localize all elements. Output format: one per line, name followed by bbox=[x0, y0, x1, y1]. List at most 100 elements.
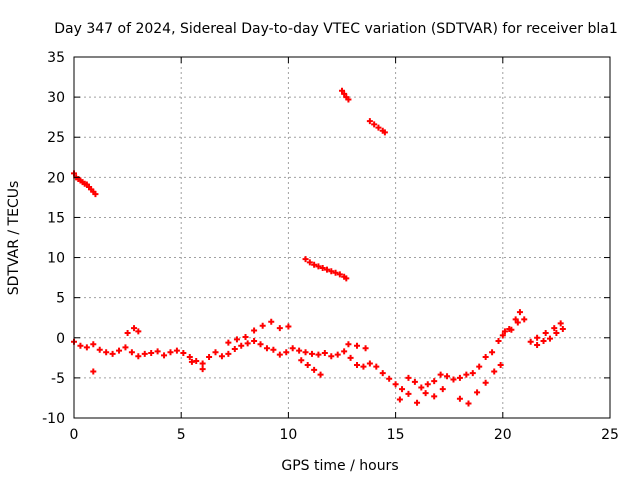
data-point bbox=[135, 328, 142, 335]
data-point bbox=[354, 362, 361, 369]
data-point bbox=[431, 378, 438, 385]
data-point bbox=[339, 87, 345, 94]
y-tick-label: -10 bbox=[42, 411, 65, 427]
data-point bbox=[497, 362, 504, 369]
data-point bbox=[534, 341, 541, 348]
data-point bbox=[103, 349, 110, 356]
series-seg-mid-10 bbox=[302, 256, 350, 282]
data-point bbox=[371, 121, 378, 128]
data-point bbox=[270, 346, 277, 353]
y-tick-label: -5 bbox=[51, 371, 65, 387]
data-point bbox=[289, 345, 296, 352]
data-point bbox=[439, 386, 446, 393]
data-point bbox=[392, 381, 399, 388]
x-tick-label: 25 bbox=[601, 427, 619, 443]
data-point bbox=[444, 373, 451, 380]
data-point bbox=[321, 350, 328, 357]
data-point bbox=[334, 351, 341, 358]
data-point bbox=[90, 341, 97, 348]
data-point bbox=[422, 390, 429, 397]
data-point bbox=[251, 327, 258, 334]
data-point bbox=[379, 370, 386, 377]
data-point bbox=[463, 371, 470, 378]
data-point bbox=[259, 322, 266, 329]
data-point bbox=[514, 319, 521, 326]
y-tick-label: 30 bbox=[47, 90, 65, 106]
data-point bbox=[315, 351, 322, 358]
data-point bbox=[360, 363, 367, 370]
y-tick-label: 25 bbox=[47, 130, 65, 146]
data-point bbox=[474, 389, 481, 396]
series-main-band bbox=[71, 316, 566, 393]
data-point bbox=[323, 266, 330, 273]
data-point bbox=[336, 271, 343, 278]
data-point bbox=[296, 347, 303, 354]
data-point bbox=[124, 329, 131, 336]
data-point bbox=[482, 354, 489, 361]
data-point bbox=[263, 345, 270, 352]
series-seg-early-high bbox=[71, 170, 99, 198]
data-point bbox=[540, 337, 547, 344]
data-point bbox=[135, 353, 142, 360]
data-point bbox=[218, 353, 225, 360]
data-point bbox=[418, 384, 425, 391]
x-axis-label: GPS time / hours bbox=[281, 458, 398, 474]
data-point bbox=[188, 358, 195, 365]
plot-frame bbox=[73, 56, 611, 419]
data-point bbox=[341, 348, 348, 355]
data-point bbox=[414, 399, 421, 406]
data-point bbox=[482, 379, 489, 386]
data-point bbox=[476, 363, 483, 370]
data-point bbox=[373, 363, 380, 370]
data-point bbox=[238, 342, 245, 349]
data-point bbox=[386, 375, 393, 382]
data-point bbox=[347, 354, 354, 361]
data-point bbox=[302, 349, 309, 356]
data-point bbox=[527, 338, 534, 345]
y-tick-label: 0 bbox=[56, 331, 65, 347]
data-point bbox=[431, 393, 438, 400]
data-point bbox=[90, 368, 97, 375]
data-point bbox=[268, 318, 275, 325]
data-point bbox=[116, 347, 123, 354]
x-tick-label: 20 bbox=[494, 427, 512, 443]
data-point bbox=[332, 269, 339, 276]
data-point bbox=[311, 261, 318, 268]
data-point bbox=[96, 346, 103, 353]
data-point bbox=[328, 353, 335, 360]
data-point bbox=[512, 316, 519, 323]
data-point bbox=[354, 342, 361, 349]
data-point bbox=[516, 309, 523, 316]
data-point bbox=[308, 350, 315, 357]
data-point bbox=[405, 390, 412, 397]
data-point bbox=[553, 329, 560, 336]
data-point bbox=[311, 366, 318, 373]
data-point bbox=[499, 332, 506, 339]
data-point bbox=[534, 334, 541, 341]
data-point bbox=[501, 328, 508, 335]
y-axis-label: SDTVAR / TECUs bbox=[6, 181, 22, 296]
y-tick-label: 10 bbox=[47, 251, 65, 267]
data-point bbox=[304, 362, 311, 369]
data-point bbox=[345, 96, 352, 103]
data-point bbox=[381, 129, 388, 136]
data-point bbox=[233, 336, 240, 343]
data-point bbox=[244, 340, 251, 347]
data-point bbox=[551, 325, 558, 332]
data-point bbox=[283, 349, 290, 356]
data-point bbox=[411, 378, 418, 385]
data-point bbox=[495, 337, 502, 344]
data-point bbox=[298, 357, 305, 364]
data-point bbox=[546, 335, 553, 342]
data-point bbox=[465, 400, 472, 407]
data-point bbox=[456, 395, 463, 402]
data-point bbox=[242, 333, 249, 340]
series-seg-high-26 bbox=[366, 118, 388, 136]
data-point bbox=[92, 191, 99, 198]
data-point bbox=[542, 329, 549, 336]
data-point bbox=[317, 371, 324, 378]
data-point bbox=[506, 325, 513, 332]
data-point bbox=[161, 352, 168, 359]
data-points bbox=[71, 87, 566, 407]
data-point bbox=[276, 351, 283, 358]
